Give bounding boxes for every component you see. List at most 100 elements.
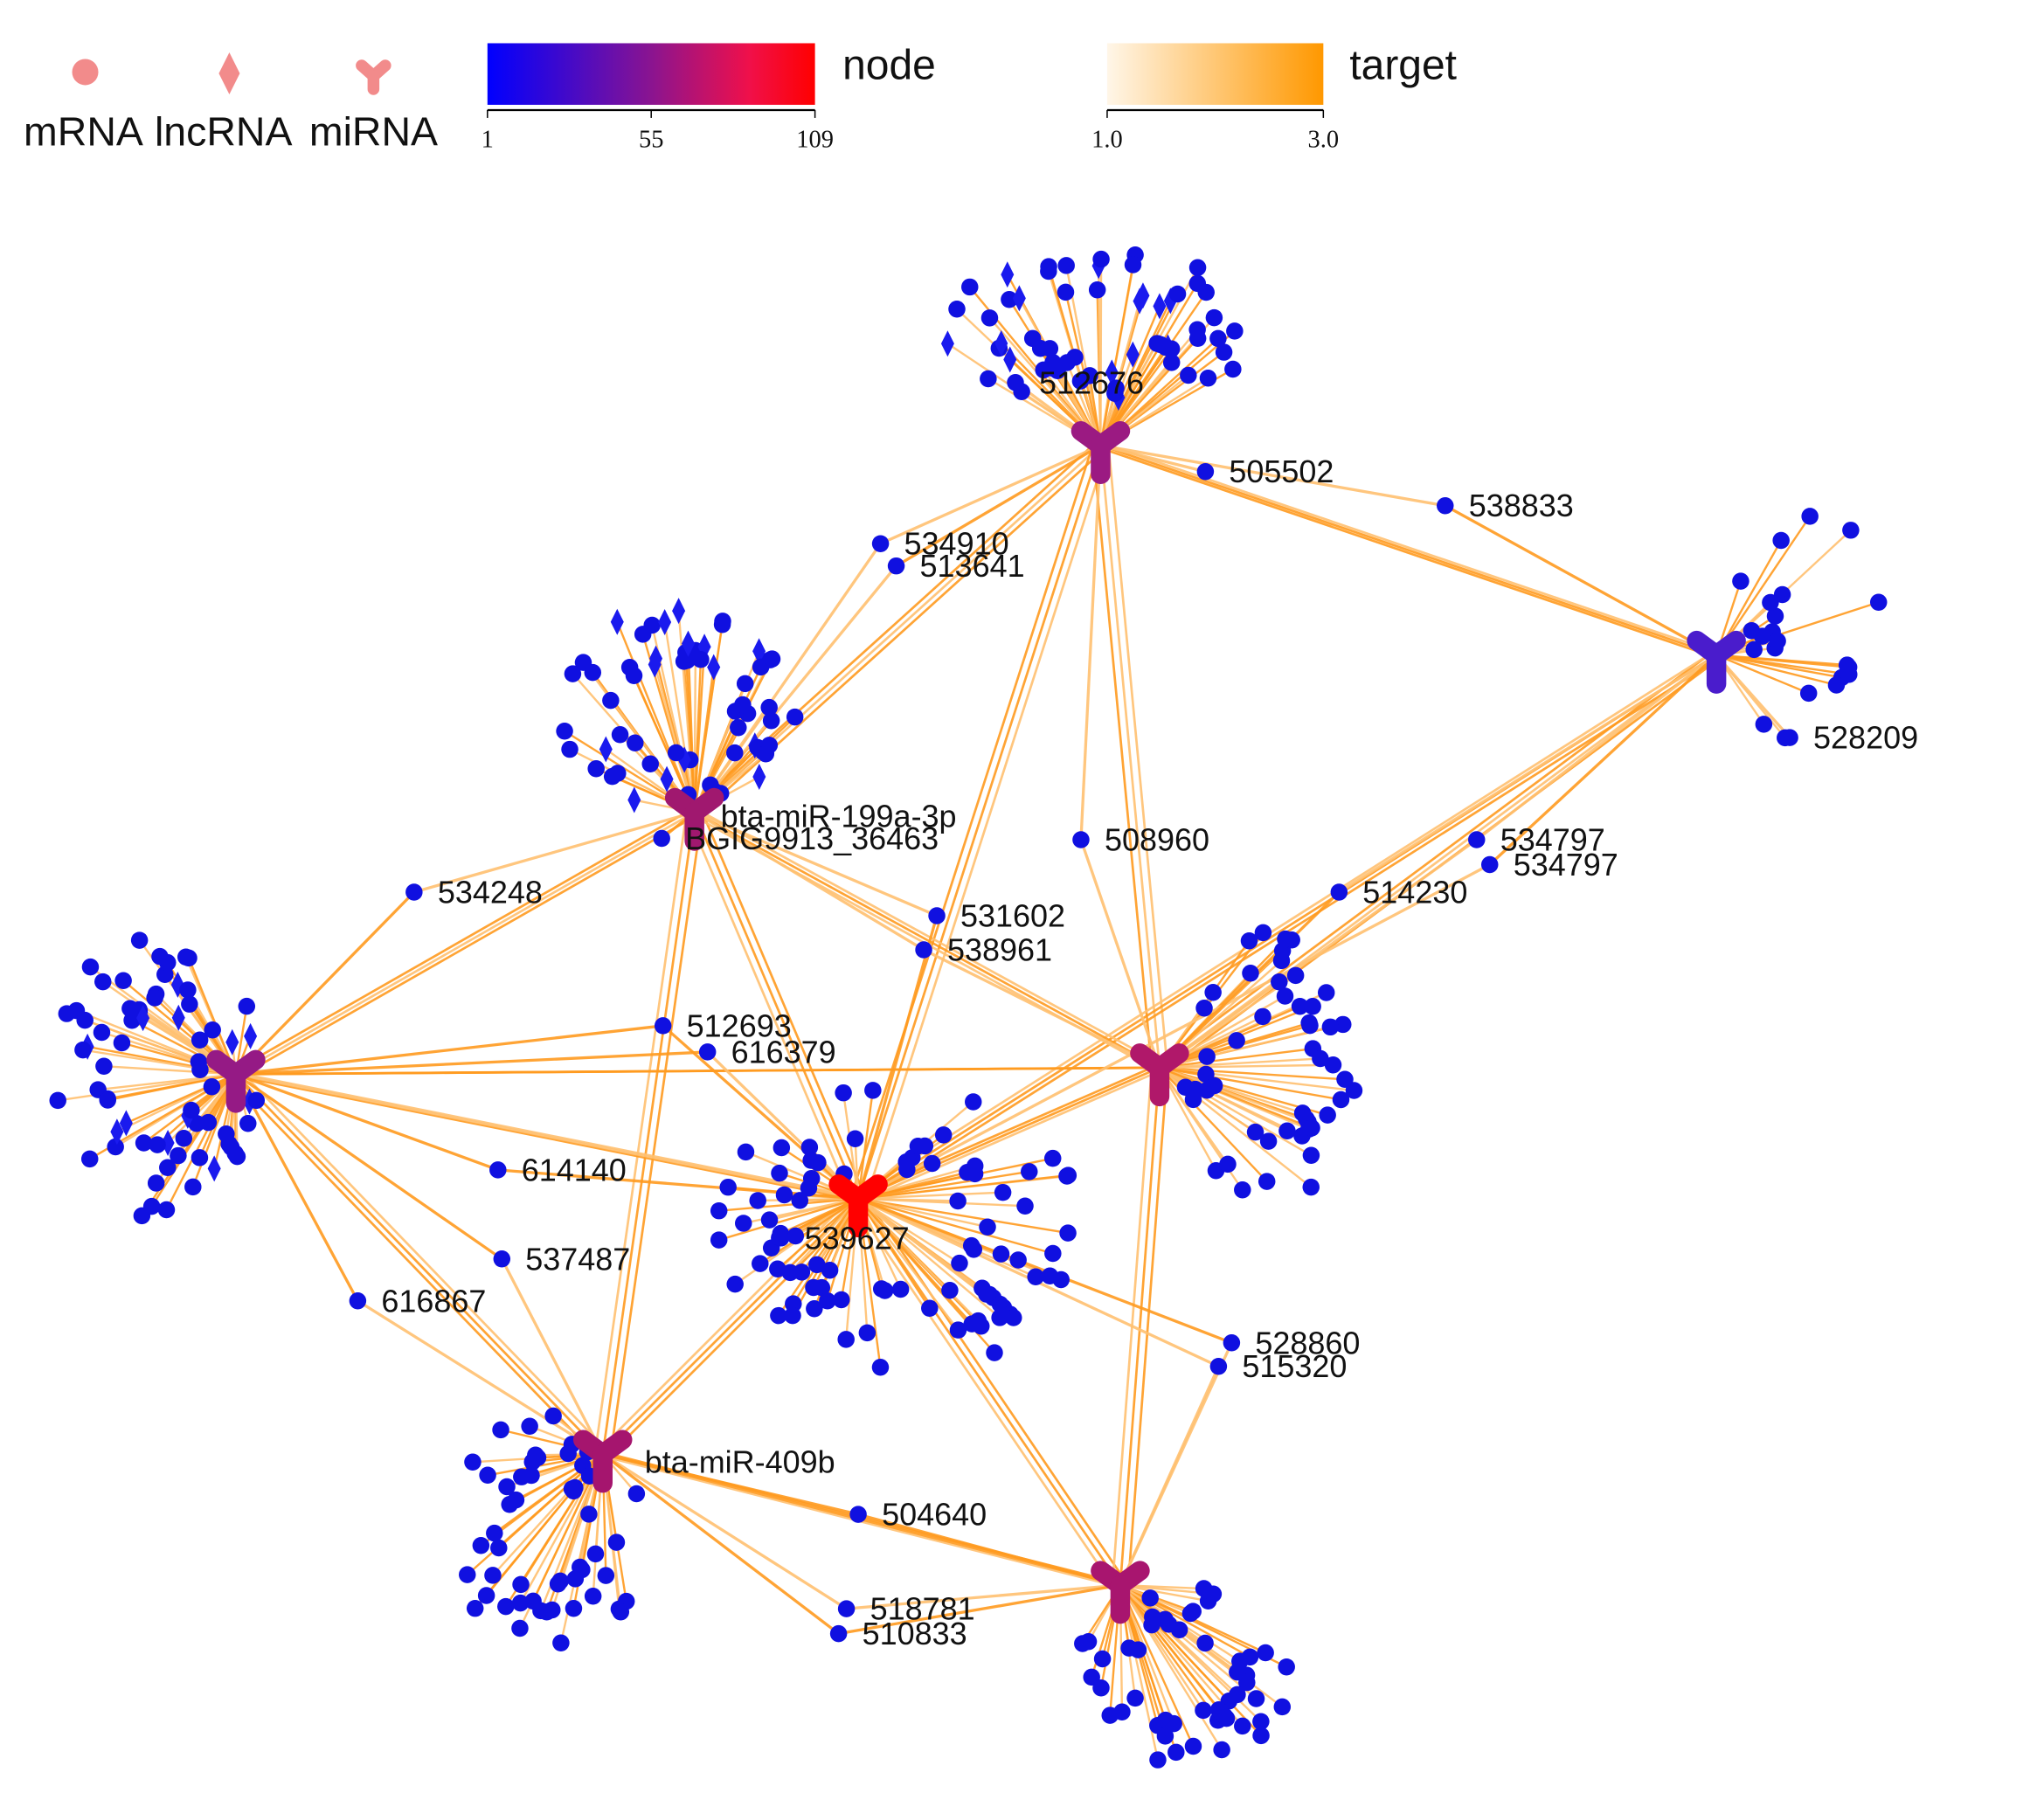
edge (865, 1066, 1168, 1201)
mrna-node (1312, 1049, 1329, 1068)
mrna-node (1092, 1679, 1110, 1697)
mrna-node (634, 626, 652, 643)
edge (1099, 293, 1179, 447)
mrna-node (757, 745, 775, 763)
edge (1159, 1063, 1334, 1070)
edge (693, 620, 724, 813)
mrna-node (1303, 1119, 1320, 1137)
mrna-node (1001, 291, 1018, 308)
edge (1099, 264, 1134, 446)
edge (693, 564, 897, 813)
legend-label: lncRNA (155, 109, 293, 155)
mrna-node (1005, 1309, 1022, 1326)
mrna-node (1081, 367, 1098, 384)
edge (103, 1065, 237, 1076)
edge (235, 1072, 499, 1172)
mrna-node (760, 1211, 779, 1229)
mrna-node (734, 696, 752, 714)
mirna-node (1687, 630, 1746, 694)
lncrna-node (1012, 285, 1026, 312)
mrna-node (802, 1152, 820, 1169)
mrna-node (199, 1113, 218, 1132)
mrna-node (1437, 496, 1454, 515)
mrna-node (1743, 621, 1761, 640)
edge (357, 1299, 604, 1456)
mrna-node (1755, 716, 1773, 733)
edge (687, 643, 696, 813)
edge (864, 445, 1110, 1200)
mrna-node (81, 958, 100, 976)
edge (1108, 444, 1725, 656)
mrna-node (586, 1545, 605, 1563)
mrna-node (170, 1146, 187, 1165)
mrna-node (1149, 1751, 1167, 1769)
node-label: 514230 (1362, 875, 1467, 910)
mrna-node (349, 1292, 367, 1310)
mrna-node (1278, 1122, 1296, 1140)
edge (662, 1024, 860, 1201)
mrna-node (980, 309, 999, 327)
edge (858, 1191, 1003, 1201)
edge (234, 890, 416, 1076)
mrna-node (627, 1485, 646, 1503)
mrna-node (737, 1143, 755, 1161)
mrna-node (1332, 1090, 1350, 1109)
edge (609, 1197, 868, 1456)
mrna-node (493, 1250, 511, 1268)
mrna-node (151, 947, 169, 966)
node-label: 538961 (947, 931, 1052, 967)
edge (1159, 654, 1717, 1069)
edge (693, 812, 860, 1200)
node-label: 534910 (904, 526, 1009, 562)
edge (849, 1198, 1114, 1586)
node-label: 510833 (863, 1616, 967, 1651)
lncrna-node (599, 736, 613, 763)
mrna-node (1842, 522, 1860, 539)
edge (1099, 282, 1199, 447)
mrna-node (949, 1321, 967, 1339)
mrna-node (1324, 1056, 1342, 1074)
mrna-node (719, 1178, 737, 1196)
mrna-node (1041, 340, 1059, 357)
mrna-node (1773, 585, 1791, 604)
edge (849, 445, 1094, 1200)
mrna-node (1278, 1658, 1295, 1676)
edge (1099, 445, 1161, 1069)
edge (601, 1452, 840, 1635)
mrna-node (1196, 1634, 1214, 1652)
edge (107, 1073, 237, 1102)
mrna-node (1234, 1181, 1251, 1199)
edge (234, 1073, 503, 1261)
mrna-node (1188, 274, 1207, 293)
mrna-node (49, 1091, 66, 1110)
mrna-node (1144, 1608, 1161, 1626)
mrna-node (1334, 1015, 1352, 1034)
node-label: 528209 (1813, 720, 1918, 756)
edge (693, 659, 703, 813)
mrna-node (806, 1300, 823, 1318)
mrna-node (609, 765, 627, 782)
mrna-node (147, 1174, 165, 1192)
mrna-node (191, 1061, 209, 1079)
edge (226, 1073, 596, 1456)
mrna-node (1027, 1268, 1044, 1286)
edge (593, 812, 689, 1455)
mrna-node (93, 1023, 111, 1042)
edge (235, 1073, 859, 1201)
node-label: 504640 (882, 1497, 987, 1533)
mrna-node (405, 883, 423, 901)
mrna-node (80, 1150, 99, 1168)
mrna-node (1180, 366, 1197, 384)
mrna-node (1254, 924, 1272, 942)
mrna-node (511, 1594, 530, 1612)
mrna-node (1007, 374, 1024, 391)
mrna-node (692, 651, 710, 668)
edge (243, 811, 703, 1076)
mrna-node (979, 1218, 996, 1236)
edge (165, 1073, 238, 1211)
mrna-node (1021, 1163, 1038, 1180)
mrna-node (477, 1587, 495, 1604)
mrna-node (142, 1197, 161, 1215)
mrna-node (191, 1149, 209, 1167)
mrna-node (1732, 572, 1750, 590)
